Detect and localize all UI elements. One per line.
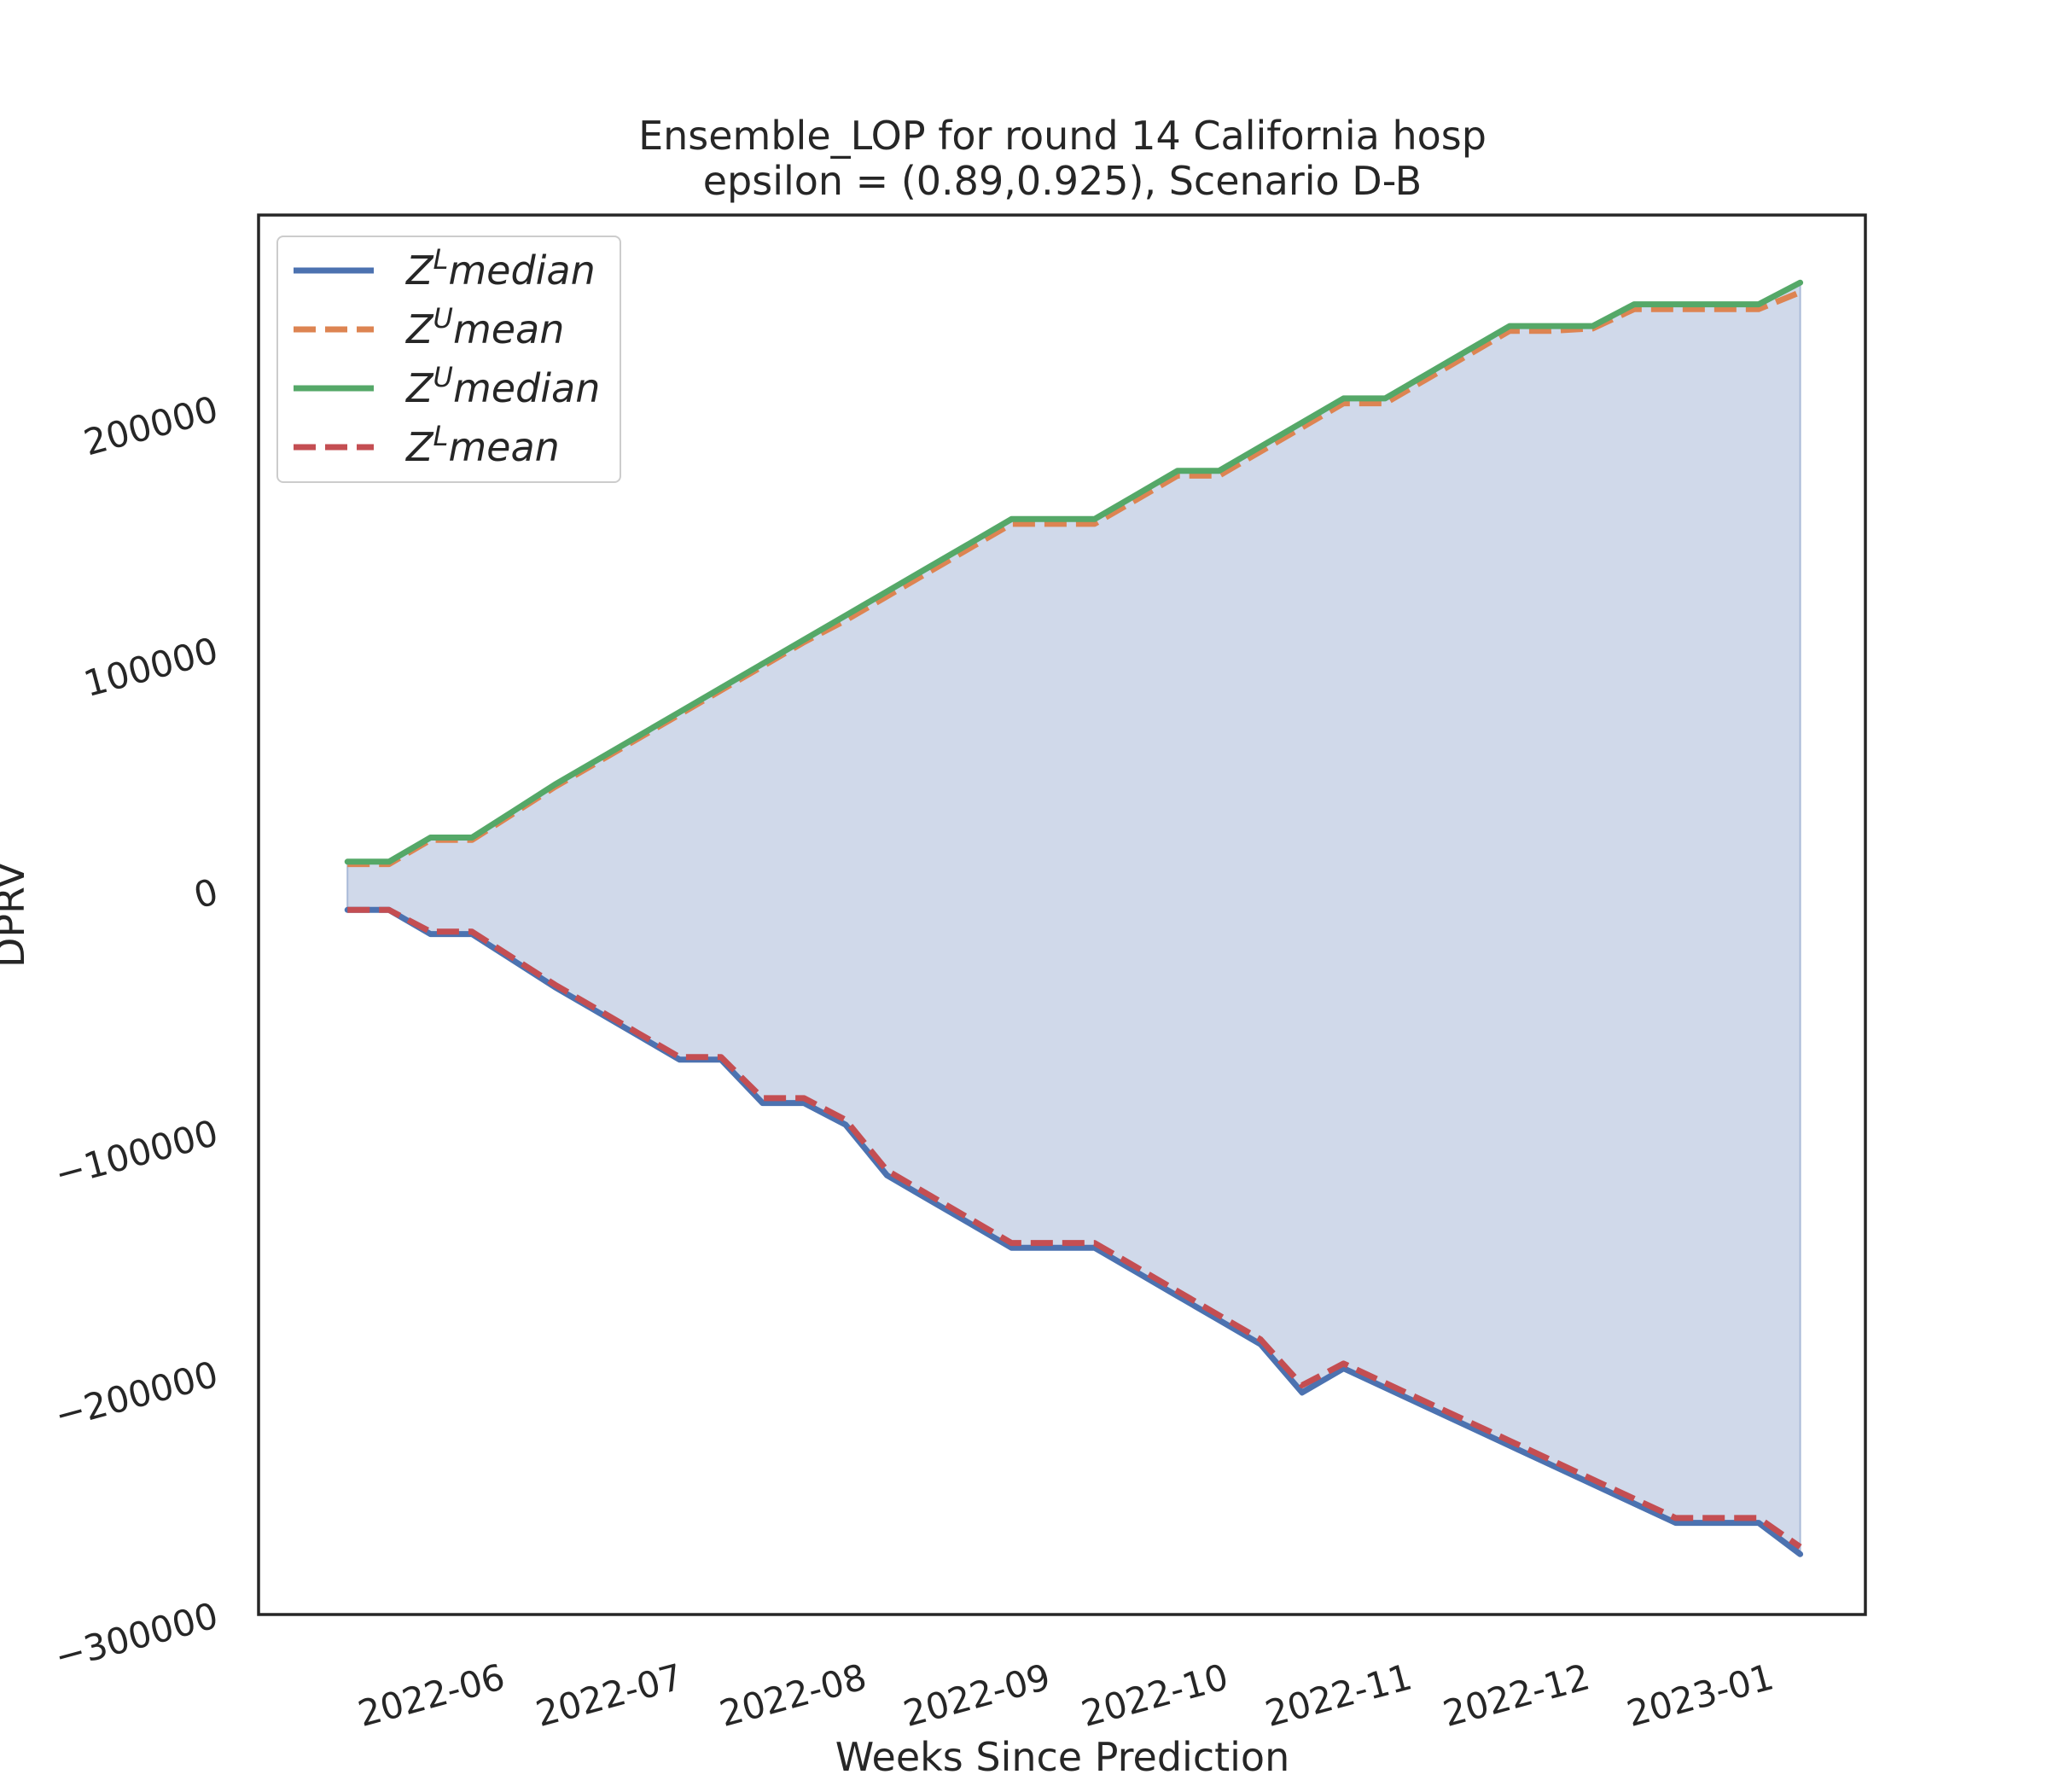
legend-label: ZUmean xyxy=(404,302,564,352)
y-tick-label: 100000 xyxy=(79,629,223,705)
legend-label: ZUmedian xyxy=(404,361,600,411)
y-tick-label: 200000 xyxy=(79,388,223,464)
x-tick-label: 2022-08 xyxy=(715,1655,870,1735)
x-axis-ticks: 2022-06 2022-07 2022-08 2022-09 2022-10 2022-… xyxy=(353,1655,1777,1735)
y-tick-label: −300000 xyxy=(50,1594,223,1678)
x-tick-label: 2022-12 xyxy=(1439,1655,1594,1735)
y-tick-label: −200000 xyxy=(50,1353,223,1437)
legend-label: ZLmean xyxy=(404,420,560,470)
y-tick-label: −100000 xyxy=(50,1112,223,1196)
legend-box xyxy=(276,236,621,483)
series-line-4 xyxy=(347,906,1802,1550)
x-tick-label: 2022-10 xyxy=(1077,1655,1232,1735)
x-tick-label: 2023-01 xyxy=(1622,1655,1777,1735)
legend: ZLmedian ZUmean ZUmedian ZLmean xyxy=(276,236,621,483)
x-tick-label: 2022-07 xyxy=(532,1655,687,1735)
x-tick-label: 2022-06 xyxy=(353,1655,509,1735)
plot-frame xyxy=(257,213,1867,1616)
x-axis-label: Weeks Since Prediction xyxy=(835,1734,1289,1780)
y-axis-ticks: 200000 100000 0 −100000 −200000 −300000 xyxy=(50,388,223,1679)
series-line-3 xyxy=(344,279,1804,865)
chart-subtitle: epsilon = (0.89,0.925), Scenario D-B xyxy=(703,158,1423,204)
x-tick-label: 2022-09 xyxy=(899,1655,1055,1735)
y-axis-label: DPRV xyxy=(0,861,33,968)
chart-title: Ensemble_LOP for round 14 California hos… xyxy=(638,113,1487,159)
series-lines xyxy=(344,279,1804,1557)
x-tick-label: 2022-11 xyxy=(1260,1655,1416,1735)
legend-label: ZLmedian xyxy=(404,243,596,294)
y-tick-label: 0 xyxy=(189,870,223,916)
